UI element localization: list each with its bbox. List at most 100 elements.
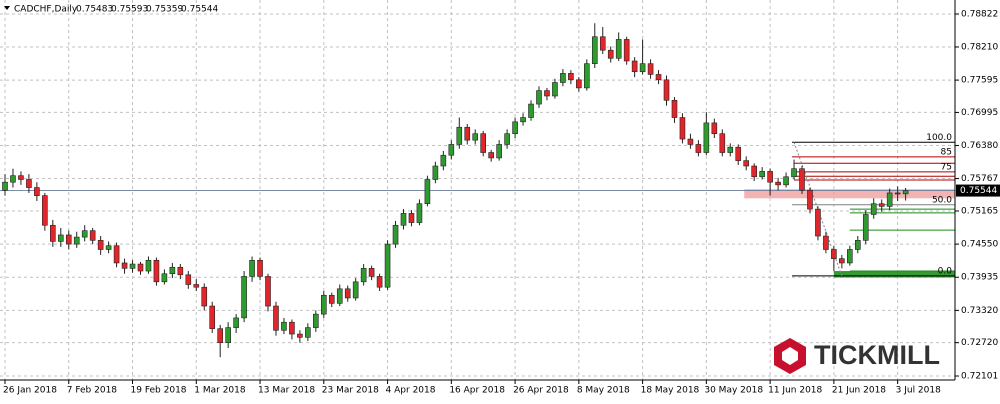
candle-body xyxy=(560,73,566,83)
x-tick-label: 26 Apr 2018 xyxy=(513,386,569,396)
chart-title: CADCHF,Daily xyxy=(14,5,78,15)
candle-body xyxy=(703,122,710,153)
zone xyxy=(833,271,955,278)
candle-body xyxy=(799,168,805,191)
candle-body xyxy=(328,294,335,304)
candle-body xyxy=(289,321,295,335)
candle-body xyxy=(137,263,144,272)
x-tick-label: 21 Jun 2018 xyxy=(832,386,886,396)
candle-body xyxy=(472,133,479,141)
x-tick-label: 3 Jul 2018 xyxy=(896,386,941,396)
x-tick-label: 4 Apr 2018 xyxy=(386,386,436,396)
candle-body xyxy=(631,60,638,73)
candle-body xyxy=(568,73,574,81)
candle-body xyxy=(42,195,48,226)
x-tick-label: 11 Jun 2018 xyxy=(768,386,822,396)
candle-body xyxy=(878,203,885,207)
candle-body xyxy=(743,160,750,167)
y-tick-label: 0.73320 xyxy=(961,306,998,316)
candle-body xyxy=(496,144,502,159)
price-label: 0.75544 xyxy=(960,186,997,196)
candle-body xyxy=(153,259,160,283)
candle-body xyxy=(671,99,678,118)
menu-icon xyxy=(4,6,10,10)
candle-body xyxy=(129,263,136,269)
candle-body xyxy=(854,240,861,250)
x-tick-label: 1 Mar 2018 xyxy=(194,386,246,396)
candle-body xyxy=(886,192,893,207)
candle-body xyxy=(576,79,582,89)
candle-body xyxy=(113,245,120,264)
candle-body xyxy=(201,286,208,307)
fib-label: 85 xyxy=(941,147,952,157)
y-tick-label: 0.76380 xyxy=(961,141,998,151)
candle-body xyxy=(50,224,56,242)
candle-body xyxy=(831,249,837,259)
candle-body xyxy=(81,230,88,238)
x-tick-label: 30 May 2018 xyxy=(704,386,763,396)
header-low: 0.75359 xyxy=(146,5,183,15)
y-tick-label: 0.75165 xyxy=(961,206,998,216)
candle-body xyxy=(400,213,407,226)
candle-body xyxy=(416,203,423,223)
header-open: 0.75483 xyxy=(76,5,113,15)
candle-body xyxy=(775,181,781,186)
header-high: 0.75593 xyxy=(111,5,148,15)
y-tick-label: 0.75767 xyxy=(961,174,998,184)
y-tick-label: 0.77595 xyxy=(961,76,998,86)
candle-body xyxy=(448,144,455,156)
candle-body xyxy=(480,133,487,153)
candle-body xyxy=(209,305,216,329)
candle-body xyxy=(145,259,152,272)
candle-body xyxy=(894,192,901,195)
candle-body xyxy=(719,133,726,153)
candle-body xyxy=(241,276,247,319)
candle-body xyxy=(870,203,877,215)
candle-body xyxy=(655,74,662,81)
candle-body xyxy=(584,63,590,89)
candle-body xyxy=(902,190,909,195)
candle-body xyxy=(313,313,319,328)
candle-body xyxy=(384,243,391,288)
candle-body xyxy=(504,133,510,145)
candle-body xyxy=(687,138,694,145)
candle-body xyxy=(815,208,821,237)
candle-body xyxy=(823,235,829,250)
candle-body xyxy=(727,146,734,153)
candle-body xyxy=(249,259,255,277)
candle-body xyxy=(18,175,24,180)
candle-body xyxy=(368,268,375,277)
candle-body xyxy=(591,36,598,64)
candle-body xyxy=(10,175,16,183)
candle-body xyxy=(440,154,447,167)
candle-body xyxy=(408,213,415,223)
x-tick-label: 18 May 2018 xyxy=(641,386,700,396)
candle-body xyxy=(225,327,231,343)
candle-body xyxy=(432,165,439,180)
x-tick-label: 7 Feb 2018 xyxy=(67,386,118,396)
candle-body xyxy=(169,266,176,275)
y-tick-label: 0.74550 xyxy=(961,240,998,250)
y-tick-label: 0.72720 xyxy=(961,338,998,348)
candle-body xyxy=(807,189,813,210)
candle-body xyxy=(663,79,670,101)
candle-body xyxy=(711,122,718,134)
x-tick-label: 16 Apr 2018 xyxy=(449,386,505,396)
logo-text: TICKMILL xyxy=(814,340,940,370)
candle-body xyxy=(599,36,606,51)
candle-body xyxy=(456,126,463,145)
candle-body xyxy=(791,168,797,178)
candle-body xyxy=(862,214,869,241)
fib-label: 100.0 xyxy=(926,133,952,143)
candle-body xyxy=(320,294,327,315)
candle-body xyxy=(26,179,32,188)
candle-body xyxy=(161,273,168,283)
candle-body xyxy=(73,236,80,245)
candle-body xyxy=(735,146,742,161)
candle-body xyxy=(839,258,845,264)
zone xyxy=(744,189,955,199)
candle-body xyxy=(392,224,399,245)
candle-body xyxy=(105,245,112,250)
